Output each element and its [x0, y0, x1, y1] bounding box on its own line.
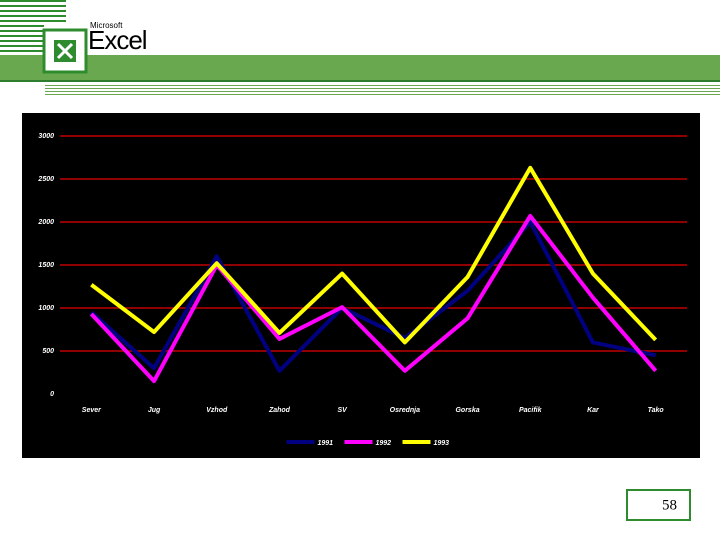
- series-line: [90, 165, 658, 345]
- y-tick-label: 2500: [37, 176, 54, 183]
- legend-label: 1991: [318, 440, 334, 447]
- page-number: 58: [662, 497, 677, 513]
- series-line: [90, 220, 657, 373]
- x-tick-label: SV: [337, 407, 348, 414]
- x-tick-label: Jug: [148, 407, 161, 414]
- x-tick-label: Vzhod: [206, 407, 228, 414]
- x-tick-label: Gorska: [455, 407, 479, 414]
- x-tick-label: Pacifik: [519, 407, 543, 414]
- brand: Microsoft: [90, 21, 123, 30]
- x-tick-label: Sever: [82, 407, 102, 414]
- legend-label: 1992: [376, 440, 392, 447]
- x-tick-label: Kar: [587, 407, 600, 414]
- page-number-box: [626, 489, 691, 521]
- y-tick-label: 0: [50, 391, 54, 398]
- header-decoration: [0, 0, 720, 95]
- x-tick-label: Osrednja: [390, 407, 420, 414]
- y-tick-label: 500: [42, 348, 54, 355]
- chart: 0 500 1000 1500 2000 2500 3000 Sever Jug Vzhod Zah…: [37, 133, 687, 447]
- x-tick-label: Tako: [648, 407, 665, 414]
- y-tick-label: 1000: [38, 305, 54, 312]
- y-tick-label: 2000: [37, 219, 54, 226]
- legend-label: 1993: [434, 440, 450, 447]
- series-line: [89, 213, 658, 384]
- product: Excel: [88, 25, 147, 55]
- y-tick-label: 1500: [38, 262, 54, 269]
- y-tick-label: 3000: [38, 133, 54, 140]
- chart-area: [22, 113, 700, 458]
- x-tick-label: Zahod: [268, 407, 291, 414]
